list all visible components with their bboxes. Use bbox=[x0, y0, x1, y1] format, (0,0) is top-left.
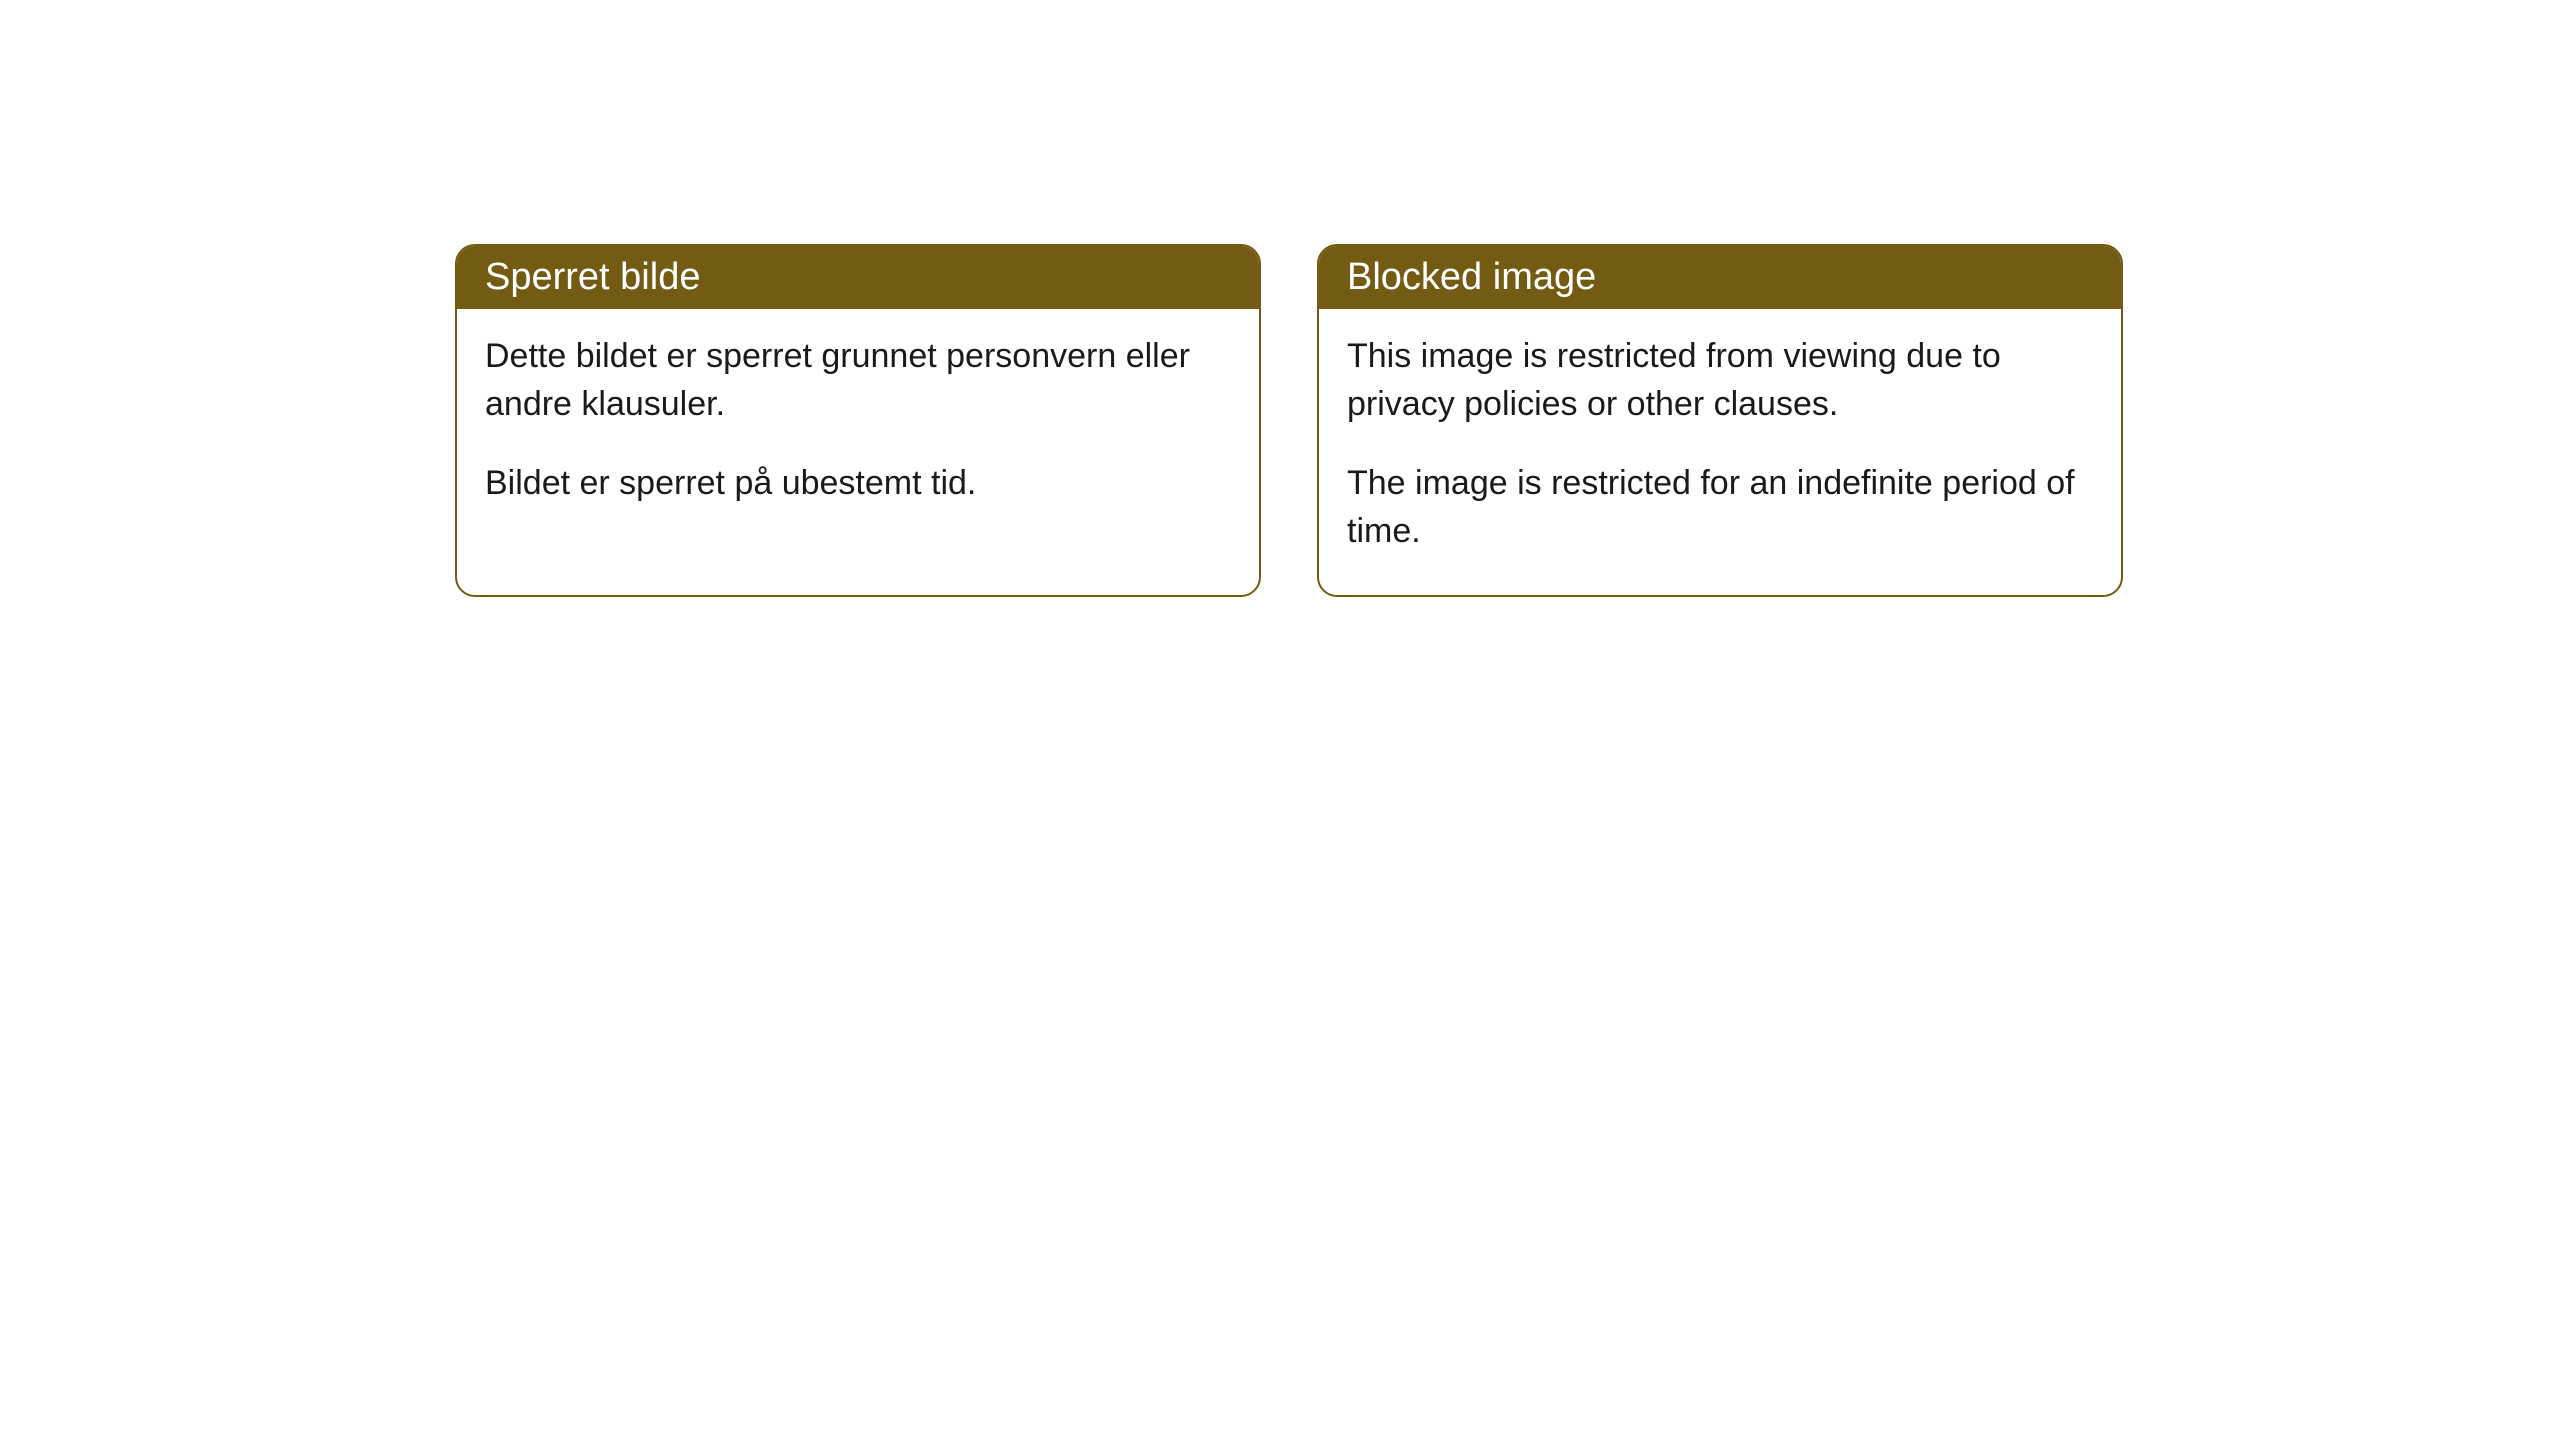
card-paragraph-1-norwegian: Dette bildet er sperret grunnet personve… bbox=[485, 333, 1231, 428]
card-body-norwegian: Dette bildet er sperret grunnet personve… bbox=[457, 309, 1259, 548]
card-norwegian: Sperret bilde Dette bildet er sperret gr… bbox=[455, 244, 1261, 597]
card-header-norwegian: Sperret bilde bbox=[457, 246, 1259, 309]
card-english: Blocked image This image is restricted f… bbox=[1317, 244, 2123, 597]
card-title-norwegian: Sperret bilde bbox=[485, 256, 700, 298]
card-header-english: Blocked image bbox=[1319, 246, 2121, 309]
card-paragraph-2-norwegian: Bildet er sperret på ubestemt tid. bbox=[485, 460, 1231, 508]
card-paragraph-1-english: This image is restricted from viewing du… bbox=[1347, 333, 2093, 428]
card-title-english: Blocked image bbox=[1347, 256, 1596, 298]
card-body-english: This image is restricted from viewing du… bbox=[1319, 309, 2121, 595]
card-paragraph-2-english: The image is restricted for an indefinit… bbox=[1347, 460, 2093, 555]
cards-container: Sperret bilde Dette bildet er sperret gr… bbox=[0, 0, 2560, 597]
